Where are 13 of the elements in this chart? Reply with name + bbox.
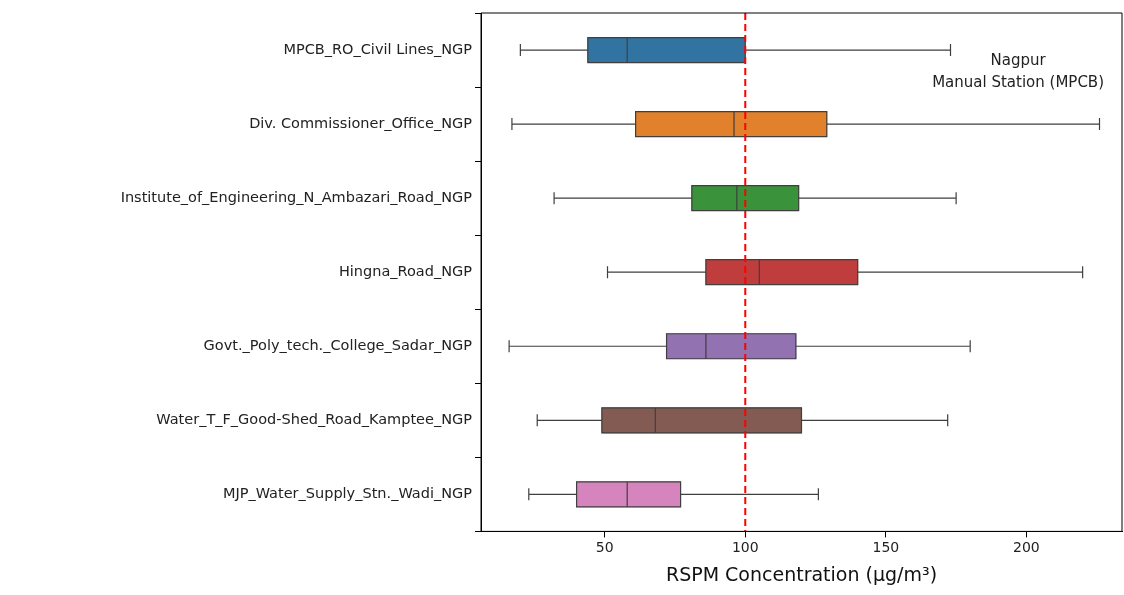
y-tick-label: Hingna_Road_NGP [338,262,473,279]
y-tick-label: Govt._Poly_tech._College_Sadar_NGP [203,337,473,354]
y-tick-label: Div. Commissioner_Office_NGP [249,114,473,131]
x-tick-label: 200 [1013,539,1040,556]
annotation: Nagpur Manual Station (MPCB) [932,51,1104,91]
x-tick-label: 150 [872,539,900,556]
y-tick-label: Water_T_F_Good-Shed_Road_Kamptee_NGP [156,411,473,428]
x-axis-title: RSPM Concentration (µg/m³) [665,562,938,585]
y-tick-label: MJP_Water_Supply_Stn._Wadi_NGP [222,485,473,502]
y-tick-label: Institute_of_Engineering_N_Ambazari_Road_NGP [120,188,473,205]
x-tick-label: 100 [731,539,759,556]
x-tick-label: 50 [595,539,614,556]
y-tick-label: MPCB_RO_Civil Lines_NGP [283,40,473,57]
